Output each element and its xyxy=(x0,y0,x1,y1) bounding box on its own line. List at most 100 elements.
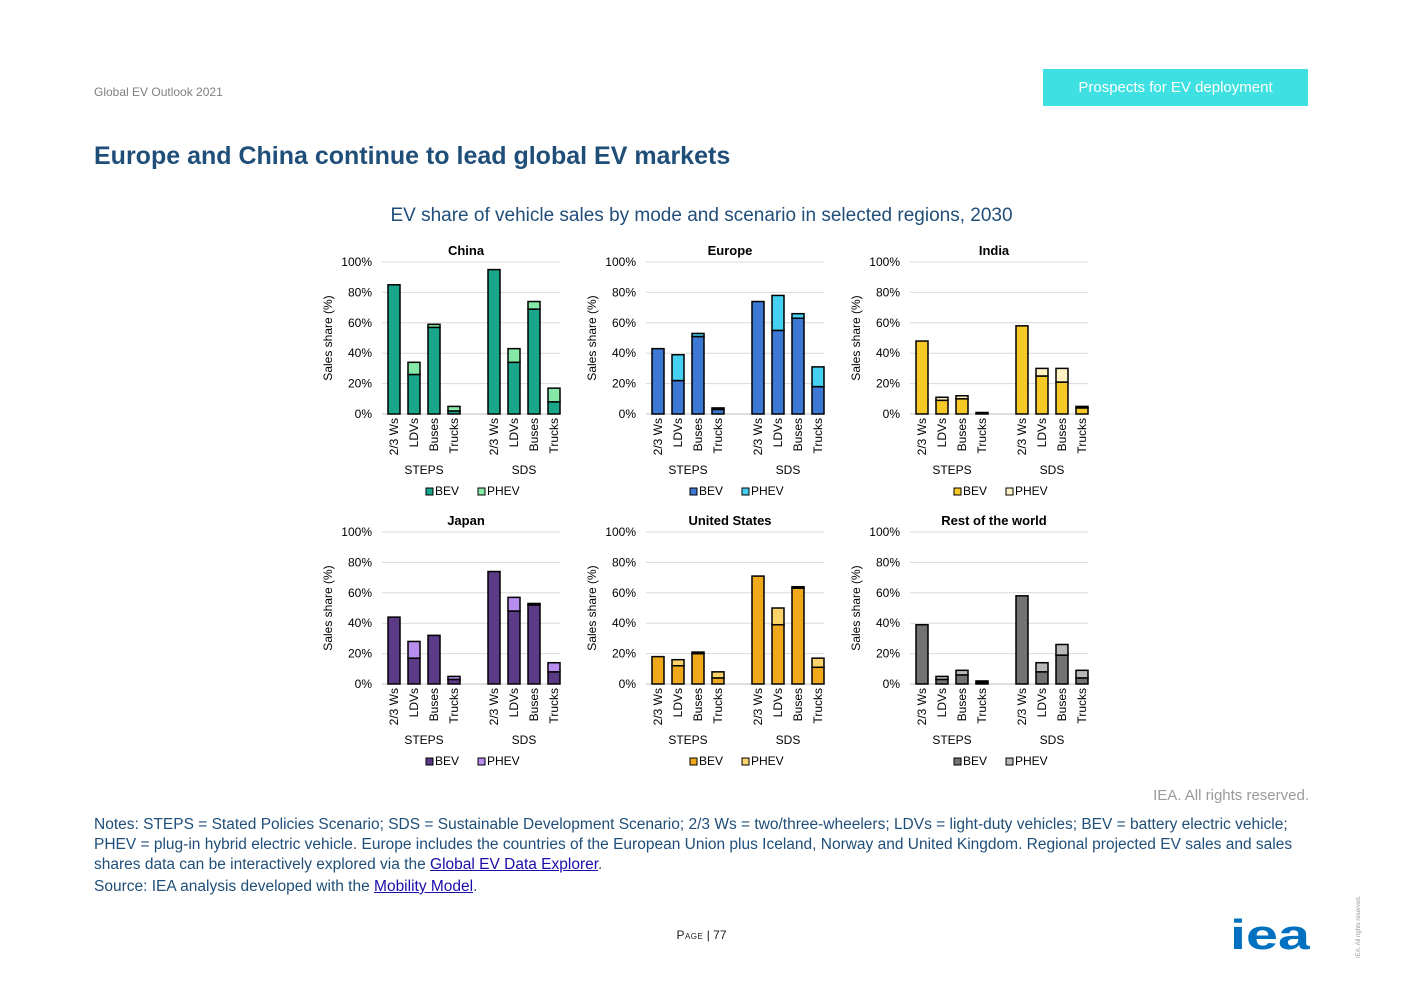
bar-phev-sds-ldvs xyxy=(771,294,785,332)
bar-phev-steps-ldvs xyxy=(935,396,949,402)
x-tick-label: LDVs xyxy=(407,418,421,447)
bar-bev-sds-trucks xyxy=(1075,677,1089,685)
bar-bev-steps-2-3-ws xyxy=(915,623,929,685)
x-tick-label: LDVs xyxy=(671,418,685,447)
legend-swatch-phev xyxy=(477,757,486,766)
bar-phev-sds-trucks xyxy=(811,657,825,669)
x-tick-label: LDVs xyxy=(1035,418,1049,447)
bar-bev-sds-2-3-ws xyxy=(751,575,765,685)
y-tick-label: 80% xyxy=(612,555,636,569)
x-tick-label: LDVs xyxy=(407,688,421,717)
mobility-model-link[interactable]: Mobility Model xyxy=(374,878,474,895)
legend-swatch-bev xyxy=(953,487,962,496)
x-tick-label: LDVs xyxy=(671,688,685,717)
x-tick-label: Buses xyxy=(427,418,441,451)
bar-phev-steps-trucks xyxy=(447,675,461,681)
bar-phev-steps-trucks xyxy=(447,405,461,412)
bar-bev-steps-buses xyxy=(955,674,969,685)
bar-phev-steps-buses xyxy=(691,332,705,338)
bar-bev-sds-buses xyxy=(791,587,805,685)
x-tick-label: 2/3 Ws xyxy=(1015,688,1029,725)
x-tick-label: LDVs xyxy=(507,418,521,447)
y-axis-label: Sales share (%) xyxy=(585,565,599,650)
legend-label: PHEV xyxy=(1015,484,1048,498)
legend-label: PHEV xyxy=(487,754,520,768)
legend-label: BEV xyxy=(699,484,723,498)
source-text: Source: IEA analysis developed with the … xyxy=(94,877,1294,897)
y-tick-label: 100% xyxy=(341,525,372,539)
legend-swatch-bev xyxy=(425,487,434,496)
iea-logo: iea xyxy=(1230,916,1310,954)
bar-phev-steps-trucks xyxy=(975,680,989,684)
y-tick-label: 0% xyxy=(355,677,373,691)
bar-phev-steps-ldvs xyxy=(407,361,421,376)
bar-bev-steps-buses xyxy=(427,634,441,685)
figure-title: EV share of vehicle sales by mode and sc… xyxy=(390,205,1013,226)
x-tick-label: 2/3 Ws xyxy=(387,418,401,455)
x-tick-label: LDVs xyxy=(507,688,521,717)
x-tick-label: Buses xyxy=(691,688,705,721)
chart-rest-of-the-world: Rest of the world 0% 20% 40% 60% 80% 100% Sales… xyxy=(849,513,1089,768)
y-tick-label: 60% xyxy=(348,586,372,600)
legend-label: BEV xyxy=(963,754,987,768)
bar-phev-sds-buses xyxy=(791,312,805,319)
x-tick-label: Trucks xyxy=(547,418,561,454)
bar-bev-steps-trucks xyxy=(975,411,989,415)
y-tick-label: 20% xyxy=(348,647,372,661)
bar-bev-steps-ldvs xyxy=(671,379,685,415)
legend-swatch-phev xyxy=(1005,757,1014,766)
group-label: SDS xyxy=(776,463,801,477)
x-tick-label: Buses xyxy=(527,688,541,721)
x-tick-label: 2/3 Ws xyxy=(487,688,501,725)
legend-swatch-phev xyxy=(741,757,750,766)
legend-swatch-bev xyxy=(425,757,434,766)
x-tick-label: Trucks xyxy=(447,688,461,724)
x-tick-label: 2/3 Ws xyxy=(915,688,929,725)
y-axis-label: Sales share (%) xyxy=(585,295,599,380)
chart-europe: Europe 0% 20% 40% 60% 80% 100% Sales share (%) 2… xyxy=(585,243,825,498)
bar-phev-sds-ldvs xyxy=(507,596,521,612)
bar-bev-sds-2-3-ws xyxy=(751,300,765,415)
y-axis-label: Sales share (%) xyxy=(321,295,335,380)
bar-phev-sds-buses xyxy=(1055,643,1069,656)
bar-bev-steps-trucks xyxy=(711,677,725,685)
legend-label: PHEV xyxy=(487,484,520,498)
legend-label: PHEV xyxy=(1015,754,1048,768)
y-axis-label: Sales share (%) xyxy=(849,295,863,380)
bar-phev-sds-ldvs xyxy=(1035,661,1049,673)
x-tick-label: Buses xyxy=(955,418,969,451)
y-tick-label: 40% xyxy=(876,346,900,360)
x-tick-label: Buses xyxy=(955,688,969,721)
x-tick-label: 2/3 Ws xyxy=(751,418,765,455)
y-tick-label: 20% xyxy=(612,377,636,391)
bar-bev-sds-buses xyxy=(1055,381,1069,415)
bar-bev-sds-ldvs xyxy=(771,329,785,415)
chart-india: India 0% 20% 40% 60% 80% 100% Sales share (%) 2/… xyxy=(849,243,1089,498)
bar-bev-steps-buses xyxy=(955,398,969,415)
y-axis-label: Sales share (%) xyxy=(849,565,863,650)
publication-name: Global EV Outlook 2021 xyxy=(94,85,223,99)
bar-phev-sds-trucks xyxy=(547,387,561,403)
bar-bev-steps-2-3-ws xyxy=(915,340,929,415)
y-axis-label: Sales share (%) xyxy=(321,565,335,650)
chart-title: Europe xyxy=(708,243,753,258)
x-tick-label: Buses xyxy=(691,418,705,451)
bar-phev-sds-buses xyxy=(527,300,541,310)
y-tick-label: 20% xyxy=(348,377,372,391)
group-label: STEPS xyxy=(404,733,443,747)
bar-phev-steps-buses xyxy=(427,323,441,329)
x-tick-label: Trucks xyxy=(975,418,989,454)
x-tick-label: LDVs xyxy=(771,418,785,447)
legend-label: BEV xyxy=(435,754,459,768)
data-explorer-link[interactable]: Global EV Data Explorer xyxy=(430,856,599,873)
x-tick-label: Trucks xyxy=(1075,688,1089,724)
y-tick-label: 60% xyxy=(348,316,372,330)
bar-phev-sds-buses xyxy=(791,585,805,589)
bar-bev-sds-2-3-ws xyxy=(1015,595,1029,685)
bar-bev-sds-buses xyxy=(791,317,805,415)
x-tick-label: Trucks xyxy=(1075,418,1089,454)
y-tick-label: 60% xyxy=(612,586,636,600)
bar-bev-sds-2-3-ws xyxy=(1015,325,1029,415)
bar-bev-sds-2-3-ws xyxy=(487,570,501,685)
legend-label: BEV xyxy=(435,484,459,498)
